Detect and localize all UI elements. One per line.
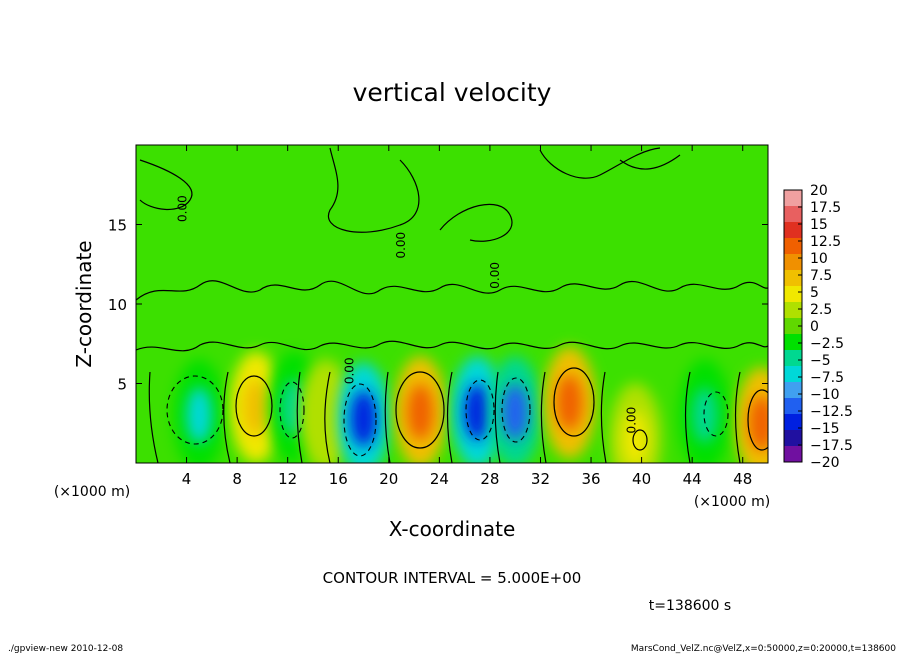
footer-right: MarsCond_VelZ.nc@VelZ,x=0:50000,z=0:2000… [631,644,896,654]
plot-area: 0.00 0.00 0.00 0.00 0.00 [136,145,768,463]
contour-label: 0.00 [394,232,408,259]
contour-interval: CONTOUR INTERVAL = 5.000E+00 [323,569,582,587]
colorbar-swatch [784,254,802,271]
colorbar-label: −7.5 [810,370,844,386]
x-unit-right: (×1000 m) [694,494,770,510]
colorbar-label: 17.5 [810,200,841,216]
colorbar-swatch [784,222,802,239]
velocity-cell-core [748,395,768,452]
velocity-cell-core [556,374,583,431]
velocity-cell-core [464,384,491,441]
colorbar-swatch [784,206,802,223]
x-axis: 4 8 12 16 20 24 28 32 36 40 44 48 [182,145,752,488]
x-tick-label: 28 [480,470,499,488]
colorbar-label: 15 [810,217,828,233]
colorbar-swatch [784,190,802,207]
colorbar-swatch [784,414,802,431]
x-axis-label: X-coordinate [389,517,516,541]
velocity-cell-core [407,384,434,441]
y-axis: 5 10 15 [108,217,768,394]
x-tick-label: 32 [531,470,550,488]
velocity-cell-core [243,379,270,436]
y-axis-label: Z-coordinate [72,240,96,367]
velocity-cell-core [186,387,213,444]
colorbar-label: 0 [810,319,819,335]
colorbar-swatch [784,366,802,383]
x-tick-label: 24 [430,470,449,488]
colorbar-label: −5 [810,353,831,369]
colorbar: 2017.51512.5107.552.50−2.5−5−7.5−10−12.5… [783,183,853,471]
colorbar-label: 10 [810,251,828,267]
velocity-cell-core [350,390,377,447]
colorbar-label: −15 [810,421,840,437]
velocity-cell-core [691,387,718,444]
colorbar-label: −17.5 [810,438,853,454]
contour-lines [136,147,768,463]
contour-label: 0.00 [176,195,190,222]
y-tick-label: 10 [108,296,127,314]
velocity-cell-core [312,387,339,444]
colorbar-label: 12.5 [810,234,841,250]
contour-labels: 0.00 0.00 0.00 0.00 0.00 [176,195,639,433]
velocity-cells [173,346,768,463]
colorbar-swatch [784,334,802,351]
colorbar-swatch [784,350,802,367]
colorbar-label: −10 [810,387,840,403]
x-tick-label: 36 [581,470,600,488]
x-tick-label: 44 [683,470,702,488]
x-tick-label: 20 [379,470,398,488]
negative-contours [166,375,729,457]
colorbar-label: −2.5 [810,336,844,352]
colorbar-label: 20 [810,183,828,199]
colorbar-swatch [784,238,802,255]
colorbar-label: −20 [810,455,840,471]
x-tick-label: 12 [278,470,297,488]
time-label: t=138600 s [649,598,731,614]
colorbar-swatch [784,286,802,303]
colorbar-label: 7.5 [810,268,832,284]
colorbar-swatch [784,318,802,335]
contour-label: 0.00 [488,262,502,289]
contour-label: 0.00 [624,407,638,434]
footer-left: ./gpview-new 2010-12-08 [8,644,123,654]
colorbar-label: −12.5 [810,404,853,420]
colorbar-swatch [784,302,802,319]
velocity-cell-core [502,384,529,441]
colorbar-swatch [784,398,802,415]
colorbar-label: 5 [810,285,819,301]
y-tick-label: 15 [108,217,127,235]
colorbar-label: 2.5 [810,302,832,318]
y-tick-label: 5 [117,376,127,394]
x-tick-label: 4 [182,470,192,488]
colorbar-swatch [784,382,802,399]
x-unit-left: (×1000 m) [54,484,130,500]
contour-label: 0.00 [342,357,356,384]
x-tick-label: 16 [329,470,348,488]
colorbar-swatch [784,446,802,463]
x-tick-label: 40 [632,470,651,488]
colorbar-swatch [784,430,802,447]
chart-title: vertical velocity [353,78,552,107]
x-tick-label: 8 [232,470,242,488]
x-tick-label: 48 [733,470,752,488]
colorbar-swatch [784,270,802,287]
